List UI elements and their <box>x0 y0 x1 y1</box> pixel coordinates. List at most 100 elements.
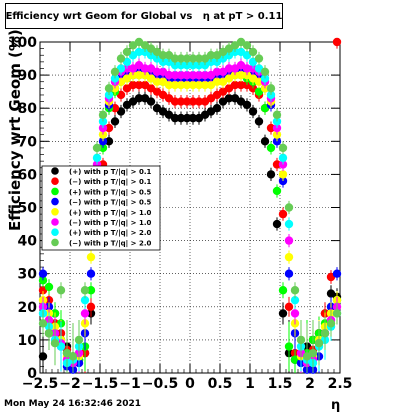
data-point <box>200 80 210 90</box>
data-point <box>254 117 264 126</box>
data-point <box>182 113 192 123</box>
data-point <box>146 97 156 106</box>
data-point <box>266 90 276 100</box>
data-point <box>92 143 102 153</box>
data-point <box>326 319 336 328</box>
data-point <box>170 80 180 90</box>
data-point <box>86 286 96 295</box>
data-point <box>278 170 288 179</box>
data-point <box>332 37 342 47</box>
legend-marker <box>51 228 59 236</box>
data-point <box>242 64 252 73</box>
data-point <box>182 70 192 80</box>
data-point <box>260 137 270 146</box>
data-point <box>230 80 240 90</box>
data-point <box>44 329 54 338</box>
data-point <box>140 64 150 73</box>
data-points <box>38 37 342 374</box>
data-point <box>170 113 180 123</box>
data-point <box>314 339 324 348</box>
data-point <box>332 269 342 278</box>
data-point <box>290 286 300 295</box>
data-point <box>170 97 180 106</box>
data-point <box>272 186 282 196</box>
data-point <box>44 282 54 292</box>
data-point <box>38 269 48 278</box>
data-point <box>236 80 246 90</box>
data-point <box>86 302 96 311</box>
data-point <box>110 67 120 76</box>
data-point <box>176 70 186 80</box>
x-tick-label: −0.5 <box>142 376 179 392</box>
chart-title: Efficiency wrt Geom for Global vs η at p… <box>5 3 283 29</box>
data-point <box>224 64 234 73</box>
legend-marker <box>51 177 59 185</box>
data-point <box>104 90 114 100</box>
data-point <box>278 153 288 163</box>
y-tick-label: 0 <box>27 366 37 382</box>
y-tick-label: 90 <box>18 68 38 84</box>
y-tick-label: 20 <box>18 300 38 316</box>
y-tick-label: 50 <box>18 201 38 217</box>
data-point <box>176 113 186 123</box>
data-point <box>38 352 48 361</box>
data-point <box>164 80 174 90</box>
data-point <box>236 70 246 80</box>
data-point <box>182 80 192 90</box>
data-point <box>290 295 300 305</box>
data-point <box>320 329 330 338</box>
data-point <box>176 54 186 63</box>
legend-entry-label: (+) with p T/|q| > 1.0 <box>69 209 152 218</box>
data-point <box>290 309 300 318</box>
data-point <box>266 123 276 133</box>
data-point <box>134 80 144 90</box>
data-point <box>194 80 204 90</box>
x-tick-label: 0 <box>185 376 195 392</box>
data-point <box>170 54 180 63</box>
data-point <box>122 64 132 73</box>
data-point <box>86 269 96 278</box>
data-point <box>284 302 294 311</box>
data-point <box>152 77 162 86</box>
x-tick-label: 1 <box>245 376 255 392</box>
data-point <box>272 219 282 229</box>
legend-box <box>41 165 161 251</box>
legend-entry-label: (−) with p T/|q| > 2.0 <box>69 239 152 248</box>
legend-marker <box>51 187 59 196</box>
data-point <box>284 269 294 278</box>
data-point <box>266 84 276 93</box>
data-point <box>74 335 84 345</box>
data-point <box>332 309 342 318</box>
x-tick-label: −1.5 <box>82 376 119 392</box>
data-point <box>266 143 276 153</box>
data-point <box>230 70 240 80</box>
data-point <box>254 54 264 63</box>
data-point <box>260 67 270 76</box>
data-point <box>248 47 258 57</box>
legend-entry-label: (+) with p T/|q| > 0.1 <box>69 168 152 177</box>
legend-entry-label: (−) with p T/|q| > 0.1 <box>69 178 152 187</box>
data-point <box>284 219 294 229</box>
data-point <box>134 94 144 103</box>
y-tick-label: 10 <box>18 333 38 349</box>
legend-entry-label: (−) with p T/|q| > 1.0 <box>69 219 152 228</box>
data-point <box>206 51 216 60</box>
data-point <box>176 97 186 106</box>
legend-entry-label: (−) with p T/|q| > 0.5 <box>69 199 152 208</box>
y-tick-label: 40 <box>18 234 38 250</box>
x-tick-label: −2.5 <box>22 376 59 392</box>
x-tick-label: 0.5 <box>208 376 233 392</box>
y-tick-label: 60 <box>18 167 38 183</box>
data-point <box>272 110 282 120</box>
data-point <box>104 137 114 146</box>
x-tick-label: −1 <box>119 376 140 392</box>
data-point <box>266 170 276 179</box>
data-point <box>308 348 318 358</box>
data-point <box>194 97 204 106</box>
data-point <box>278 286 288 295</box>
data-point <box>188 54 198 63</box>
legend-marker <box>51 167 59 175</box>
data-point <box>80 286 90 295</box>
data-point <box>212 77 222 86</box>
